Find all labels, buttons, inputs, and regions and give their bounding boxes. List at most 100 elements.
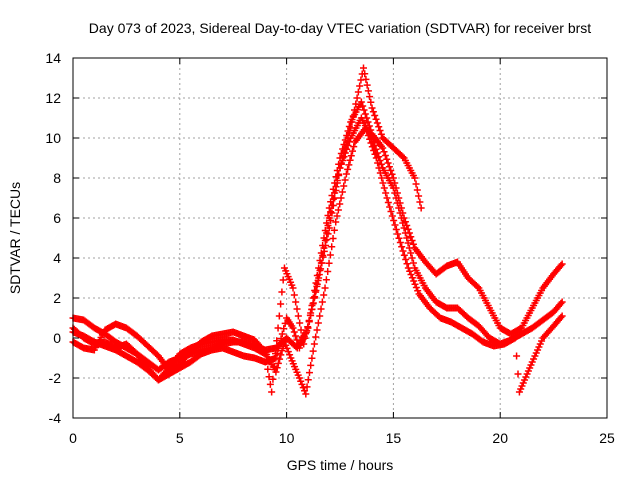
data-point — [374, 159, 382, 167]
data-point — [363, 128, 371, 136]
data-point — [312, 288, 320, 296]
data-point — [412, 180, 420, 188]
data-point — [377, 160, 385, 168]
data-point — [325, 259, 333, 267]
data-point — [381, 152, 389, 159]
data-point — [341, 136, 349, 144]
data-point — [387, 167, 395, 174]
data-point — [391, 189, 399, 197]
data-point — [326, 251, 334, 259]
data-markers — [69, 64, 566, 398]
data-point — [322, 242, 330, 249]
data-point — [272, 368, 280, 376]
data-point — [341, 176, 349, 184]
data-point — [284, 348, 292, 356]
data-point — [375, 164, 383, 172]
data-point — [274, 359, 282, 367]
data-point — [323, 219, 331, 227]
series-track-4 — [69, 124, 566, 398]
data-point — [271, 350, 279, 358]
data-point — [395, 234, 403, 242]
data-point — [356, 82, 364, 90]
data-point — [413, 186, 421, 194]
data-point — [366, 135, 374, 143]
data-point — [341, 149, 349, 157]
data-point — [292, 332, 300, 340]
y-tick-label: 8 — [53, 170, 61, 186]
data-point — [354, 88, 362, 96]
data-point — [306, 311, 314, 319]
data-point — [389, 184, 397, 192]
data-point — [376, 169, 384, 177]
data-point — [558, 298, 566, 306]
data-point — [394, 230, 402, 238]
y-tick-label: 6 — [53, 210, 61, 226]
data-point — [293, 305, 301, 313]
data-point — [375, 123, 383, 131]
data-point — [386, 203, 394, 211]
data-point — [362, 75, 370, 83]
data-point — [393, 199, 401, 207]
data-point — [407, 233, 415, 241]
data-point — [474, 283, 482, 291]
data-point — [292, 298, 300, 306]
data-point — [372, 115, 380, 123]
data-point — [328, 243, 336, 251]
data-point — [317, 265, 325, 273]
data-point — [367, 98, 375, 106]
series-track-3 — [69, 114, 566, 396]
data-point — [344, 165, 352, 173]
data-point — [397, 214, 405, 222]
data-point — [408, 237, 416, 244]
data-point — [294, 312, 302, 320]
data-point — [360, 106, 368, 114]
data-point — [345, 161, 353, 169]
y-axis-label: SDTVAR / TECUs — [7, 182, 23, 294]
data-point — [320, 247, 328, 255]
data-point — [304, 376, 312, 384]
data-point — [330, 226, 338, 234]
data-point — [377, 130, 385, 138]
data-point — [332, 218, 340, 226]
data-point — [278, 347, 286, 355]
data-point — [342, 170, 350, 178]
data-point — [318, 298, 326, 306]
data-point — [388, 212, 396, 220]
data-point — [347, 152, 355, 160]
data-point — [416, 198, 424, 206]
data-point — [412, 284, 420, 291]
data-point — [380, 148, 388, 156]
data-point — [301, 334, 309, 342]
data-point — [290, 328, 298, 336]
data-point — [383, 155, 391, 163]
data-point — [317, 305, 325, 313]
data-point — [346, 156, 354, 164]
y-tick-label: 0 — [53, 330, 61, 346]
data-point — [384, 159, 392, 167]
data-point — [297, 326, 305, 334]
x-tick-label: 5 — [176, 430, 184, 446]
data-point — [274, 344, 282, 352]
data-point — [269, 375, 277, 383]
data-point — [295, 374, 303, 382]
data-point — [415, 192, 423, 200]
data-point — [338, 188, 346, 196]
data-point — [273, 337, 281, 345]
data-point — [327, 198, 335, 206]
data-point — [286, 351, 294, 359]
data-point — [406, 267, 414, 275]
data-point — [558, 312, 566, 320]
data-point — [344, 142, 352, 149]
data-point — [410, 277, 418, 285]
data-point — [279, 276, 287, 284]
data-point — [335, 172, 343, 179]
data-point — [327, 208, 335, 216]
data-point — [378, 174, 386, 182]
data-point — [403, 234, 411, 242]
data-point — [301, 387, 309, 395]
data-point — [513, 352, 521, 360]
data-point — [398, 243, 406, 251]
data-point — [557, 261, 565, 269]
data-point — [325, 224, 333, 232]
